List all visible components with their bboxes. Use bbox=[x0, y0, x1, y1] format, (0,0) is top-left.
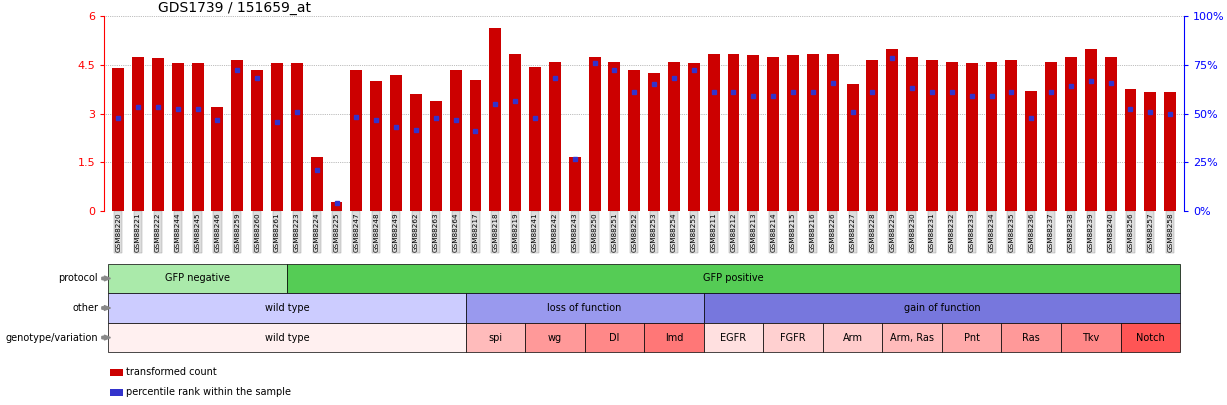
Bar bbox=[548, 62, 561, 211]
Bar bbox=[152, 58, 164, 211]
Text: Tkv: Tkv bbox=[1082, 333, 1099, 343]
Text: FGFR: FGFR bbox=[780, 333, 806, 343]
Text: Pnt: Pnt bbox=[963, 333, 979, 343]
Bar bbox=[232, 60, 243, 211]
Text: gain of function: gain of function bbox=[903, 303, 980, 313]
Bar bbox=[410, 94, 422, 211]
Bar bbox=[1145, 92, 1156, 211]
Text: Notch: Notch bbox=[1136, 333, 1164, 343]
Text: wild type: wild type bbox=[265, 303, 309, 313]
Bar bbox=[449, 70, 461, 211]
Bar bbox=[1164, 92, 1177, 211]
Text: Arm: Arm bbox=[843, 333, 863, 343]
Bar bbox=[648, 73, 660, 211]
Bar bbox=[966, 63, 978, 211]
Bar bbox=[946, 62, 958, 211]
Bar bbox=[490, 28, 502, 211]
Bar bbox=[529, 66, 541, 211]
Bar bbox=[1026, 91, 1037, 211]
Bar bbox=[429, 100, 442, 211]
Bar bbox=[112, 68, 124, 211]
Text: transformed count: transformed count bbox=[126, 367, 217, 377]
Bar bbox=[708, 53, 719, 211]
Bar bbox=[827, 53, 839, 211]
Bar bbox=[133, 57, 144, 211]
Text: GFP negative: GFP negative bbox=[166, 273, 231, 283]
Text: Ras: Ras bbox=[1022, 333, 1040, 343]
Bar bbox=[470, 79, 481, 211]
Bar bbox=[985, 62, 998, 211]
Text: other: other bbox=[72, 303, 98, 313]
Bar bbox=[371, 81, 382, 211]
Text: EGFR: EGFR bbox=[720, 333, 746, 343]
Bar bbox=[1124, 89, 1136, 211]
Bar bbox=[628, 70, 640, 211]
Text: wild type: wild type bbox=[265, 333, 309, 343]
Bar bbox=[589, 57, 600, 211]
Bar bbox=[747, 55, 760, 211]
Bar bbox=[390, 75, 402, 211]
Text: GFP positive: GFP positive bbox=[703, 273, 763, 283]
Bar bbox=[807, 53, 818, 211]
Text: GDS1739 / 151659_at: GDS1739 / 151659_at bbox=[158, 1, 312, 15]
Bar bbox=[767, 57, 779, 211]
Bar bbox=[252, 70, 263, 211]
Bar bbox=[847, 84, 859, 211]
Bar bbox=[291, 63, 303, 211]
Bar bbox=[351, 70, 362, 211]
Bar bbox=[330, 202, 342, 211]
Bar bbox=[1085, 49, 1097, 211]
Bar bbox=[1104, 57, 1117, 211]
Bar bbox=[191, 63, 204, 211]
Text: spi: spi bbox=[488, 333, 502, 343]
Bar bbox=[866, 60, 879, 211]
Bar bbox=[688, 63, 699, 211]
Bar bbox=[926, 60, 937, 211]
Bar bbox=[271, 63, 283, 211]
Text: lmd: lmd bbox=[665, 333, 683, 343]
Bar bbox=[667, 62, 680, 211]
Text: protocol: protocol bbox=[59, 273, 98, 283]
Bar bbox=[1005, 60, 1017, 211]
Text: genotype/variation: genotype/variation bbox=[6, 333, 98, 343]
Bar bbox=[509, 53, 521, 211]
Bar bbox=[310, 158, 323, 211]
Text: wg: wg bbox=[547, 333, 562, 343]
Bar bbox=[907, 57, 918, 211]
Text: Dl: Dl bbox=[610, 333, 620, 343]
Text: Arm, Ras: Arm, Ras bbox=[890, 333, 934, 343]
Text: percentile rank within the sample: percentile rank within the sample bbox=[126, 388, 291, 397]
Bar bbox=[172, 63, 184, 211]
Bar bbox=[886, 49, 898, 211]
Bar bbox=[609, 62, 621, 211]
Bar bbox=[569, 158, 580, 211]
Text: loss of function: loss of function bbox=[547, 303, 622, 313]
Bar bbox=[211, 107, 223, 211]
Bar bbox=[1065, 57, 1077, 211]
Bar bbox=[787, 55, 799, 211]
Bar bbox=[728, 53, 740, 211]
Bar bbox=[1045, 62, 1056, 211]
